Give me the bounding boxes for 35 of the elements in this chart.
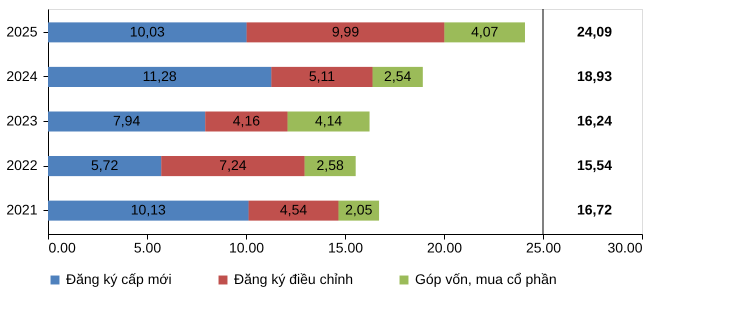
data-label: 5,72 [91, 157, 118, 174]
data-label: 7,24 [219, 157, 247, 174]
x-tick-label: 5.00 [134, 240, 162, 256]
data-label: 4,14 [314, 112, 342, 128]
annotation: 18,93 [576, 68, 612, 84]
data-label: 2,58 [316, 157, 344, 174]
y-tick-label: 2021 [6, 202, 38, 218]
annotation: 15,54 [576, 157, 612, 174]
y-tick-label: 2022 [6, 157, 38, 174]
x-tick-label: 10.00 [228, 240, 264, 256]
data-label: 4,54 [280, 202, 308, 218]
legend-label: Góp vốn, mua cổ phần [415, 271, 557, 287]
data-label: 7,94 [112, 112, 140, 128]
x-tick-label: 0.00 [48, 240, 76, 256]
legend-label: Đăng ký cấp mới [66, 271, 172, 287]
data-label: 11,28 [142, 68, 177, 84]
data-label: 4,07 [471, 23, 499, 40]
annotation: 24,09 [576, 23, 612, 40]
data-label: 10,03 [130, 23, 166, 40]
legend-label: Đăng ký điều chỉnh [234, 271, 354, 287]
data-label: 5,11 [308, 68, 336, 84]
data-label: 10,13 [130, 202, 166, 218]
annotation: 16,24 [576, 112, 612, 128]
y-tick-label: 2023 [6, 112, 38, 128]
y-tick-label: 2025 [6, 23, 38, 40]
data-label: 2,05 [345, 202, 373, 218]
x-tick-label: 20.00 [426, 240, 462, 256]
annotation: 16,72 [576, 202, 612, 218]
data-label: 2,54 [384, 68, 412, 84]
x-tick-label: 25.00 [526, 240, 562, 256]
data-label: 9,99 [332, 23, 360, 40]
x-tick-label: 30.00 [607, 240, 643, 256]
data-label: 4,16 [232, 112, 260, 128]
y-tick-label: 2024 [6, 68, 38, 84]
x-tick-label: 15.00 [328, 240, 364, 256]
